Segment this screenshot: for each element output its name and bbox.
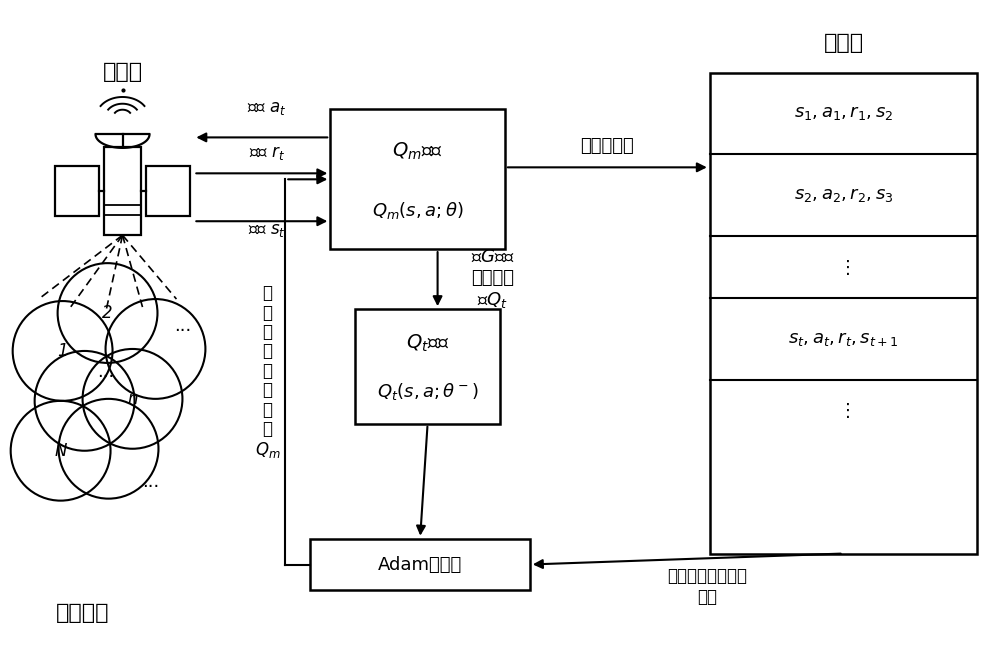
FancyBboxPatch shape — [330, 109, 505, 249]
FancyBboxPatch shape — [146, 166, 190, 216]
FancyBboxPatch shape — [710, 72, 977, 554]
Text: 智能体: 智能体 — [102, 61, 143, 82]
Text: 卫星环境: 卫星环境 — [56, 604, 109, 623]
Text: ···: ··· — [142, 478, 159, 496]
Text: $s_2,a_2,r_2,s_3$: $s_2,a_2,r_2,s_3$ — [794, 186, 893, 204]
Text: 经验池: 经验池 — [823, 32, 864, 53]
Text: $s_1,a_1,r_1,s_2$: $s_1,a_1,r_1,s_2$ — [794, 105, 893, 123]
Text: 更
新
决
策
神
经
网
络
$Q_m$: 更 新 决 策 神 经 网 络 $Q_m$ — [255, 284, 280, 459]
Text: 2: 2 — [102, 304, 113, 322]
FancyBboxPatch shape — [355, 309, 500, 424]
Text: 每$G$步更
新目标网
络$Q_t$: 每$G$步更 新目标网 络$Q_t$ — [471, 248, 514, 310]
Text: $s_t,a_t,r_t,s_{t+1}$: $s_t,a_t,r_t,s_{t+1}$ — [788, 330, 899, 348]
FancyBboxPatch shape — [104, 148, 141, 235]
Text: ···: ··· — [174, 322, 191, 340]
Text: 随机采样一组进行
训练: 随机采样一组进行 训练 — [667, 567, 747, 606]
Text: $Q_t(s,a;\theta^-)$: $Q_t(s,a;\theta^-)$ — [377, 381, 478, 402]
Text: $Q_m$网络: $Q_m$网络 — [392, 141, 443, 162]
FancyBboxPatch shape — [55, 166, 99, 216]
Text: 存储经验条: 存储经验条 — [580, 137, 634, 156]
Text: n: n — [127, 390, 138, 408]
Text: 动作 $a_t$: 动作 $a_t$ — [247, 100, 286, 117]
Text: $\vdots$: $\vdots$ — [838, 401, 849, 420]
Text: $Q_t$网络: $Q_t$网络 — [406, 333, 449, 354]
Text: 奖励 $r_t$: 奖励 $r_t$ — [249, 144, 285, 162]
Text: Adam优化器: Adam优化器 — [378, 556, 462, 573]
Text: $Q_m(s,a;\theta)$: $Q_m(s,a;\theta)$ — [372, 200, 463, 221]
Text: 1: 1 — [57, 342, 68, 360]
Text: N: N — [54, 442, 67, 460]
Text: $\vdots$: $\vdots$ — [838, 258, 849, 277]
FancyBboxPatch shape — [310, 538, 530, 590]
Text: 状态 $s_t$: 状态 $s_t$ — [248, 221, 286, 239]
Text: ···: ··· — [97, 368, 114, 386]
